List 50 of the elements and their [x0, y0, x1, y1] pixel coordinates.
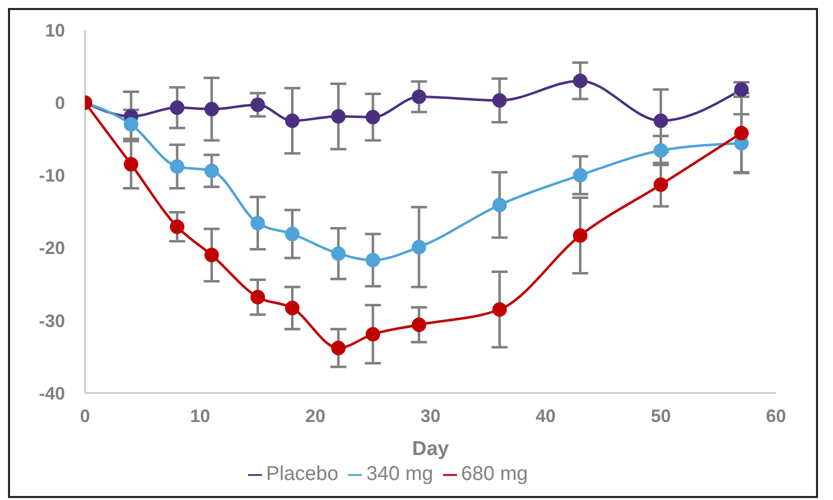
point [492, 302, 507, 317]
point [204, 102, 219, 116]
x-axis-title: Day [412, 438, 450, 460]
point [412, 90, 426, 104]
point [204, 164, 219, 178]
point [124, 157, 138, 172]
y-tick-label: -30 [38, 310, 65, 331]
x-tick-label: 20 [305, 406, 326, 426]
point [492, 93, 507, 108]
point [124, 117, 138, 132]
point [250, 98, 265, 112]
legend-label: 340 mg [366, 463, 434, 485]
x-tick-label: 0 [80, 406, 90, 426]
y-tick-label: 10 [44, 20, 65, 40]
point [412, 318, 426, 332]
y-tick-label: -20 [38, 238, 65, 258]
x-tick-label: 50 [650, 406, 671, 426]
point [366, 252, 380, 268]
y-tick-label: -10 [38, 166, 65, 186]
x-tick-label: 10 [190, 406, 210, 426]
point [331, 340, 346, 356]
point [170, 219, 184, 234]
x-tick-label: 30 [420, 406, 441, 426]
x-tick-label: 60 [766, 406, 786, 426]
legend-label: 680 mg [461, 463, 528, 485]
point [285, 226, 300, 242]
point [654, 114, 668, 128]
y-tick-label: 0 [54, 92, 65, 113]
point [654, 143, 668, 158]
point [412, 240, 426, 254]
point [572, 74, 588, 88]
y-tick-label: -40 [38, 383, 65, 404]
point [492, 198, 507, 212]
point [572, 228, 588, 243]
point [572, 168, 588, 182]
point [170, 159, 184, 174]
point [285, 114, 300, 128]
point [331, 246, 346, 261]
point [734, 126, 749, 140]
point [250, 290, 265, 304]
x-tick-label: 40 [536, 406, 556, 426]
legend-label: Placebo [266, 463, 338, 485]
point [366, 326, 380, 342]
point [331, 109, 346, 124]
point [250, 216, 265, 230]
point [170, 100, 184, 115]
point [204, 248, 219, 262]
point [285, 300, 300, 316]
point [366, 110, 380, 124]
point [654, 177, 668, 192]
